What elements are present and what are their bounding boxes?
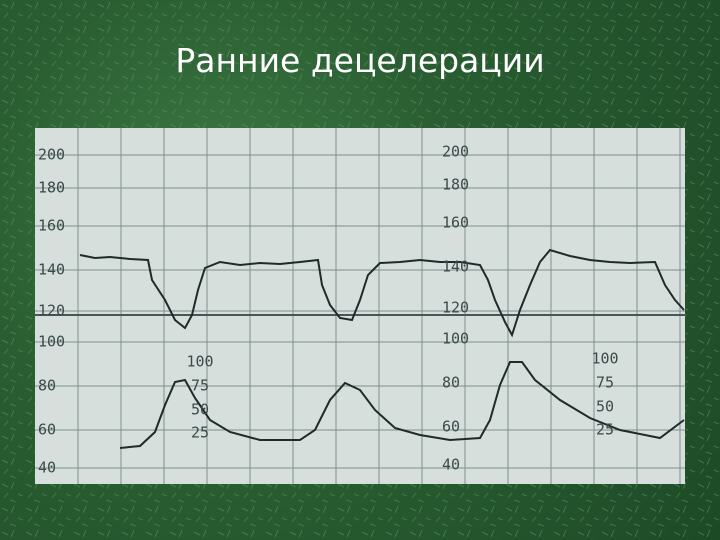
left-scale-label: 140	[38, 261, 65, 279]
middle-scale-label: 120	[442, 299, 469, 317]
middle-scale-label: 60	[442, 418, 460, 436]
slide-title: Ранние децелерации	[175, 41, 544, 80]
contraction-scale-label: 100	[591, 350, 618, 368]
fhr-trace	[79, 248, 685, 338]
left-scale-label: 120	[38, 302, 65, 320]
left-scale-label: 40	[38, 459, 56, 477]
left-scale-label: 80	[38, 377, 56, 395]
left-scale-label: 180	[38, 179, 65, 197]
contraction-scale-label: 50	[191, 401, 209, 419]
contraction-scale-label: 25	[191, 424, 209, 442]
left-scale-label: 160	[38, 217, 65, 235]
contraction-trace	[119, 361, 685, 449]
contraction-scale-label: 75	[596, 374, 614, 392]
ctg-strip	[35, 128, 685, 484]
middle-scale-label: 40	[442, 456, 460, 474]
left-scale-label: 200	[38, 146, 65, 164]
middle-scale-label: 160	[442, 214, 469, 232]
left-scale-label: 60	[38, 421, 56, 439]
contraction-scale-label: 50	[596, 398, 614, 416]
contraction-scale-label: 75	[191, 377, 209, 395]
middle-scale-label: 200	[442, 143, 469, 161]
left-scale-label: 100	[38, 333, 65, 351]
contraction-scale-label: 25	[596, 421, 614, 439]
middle-scale-label: 140	[442, 258, 469, 276]
middle-scale-label: 100	[442, 330, 469, 348]
contraction-scale-label: 100	[186, 353, 213, 371]
middle-scale-label: 80	[442, 374, 460, 392]
middle-scale-label: 180	[442, 176, 469, 194]
